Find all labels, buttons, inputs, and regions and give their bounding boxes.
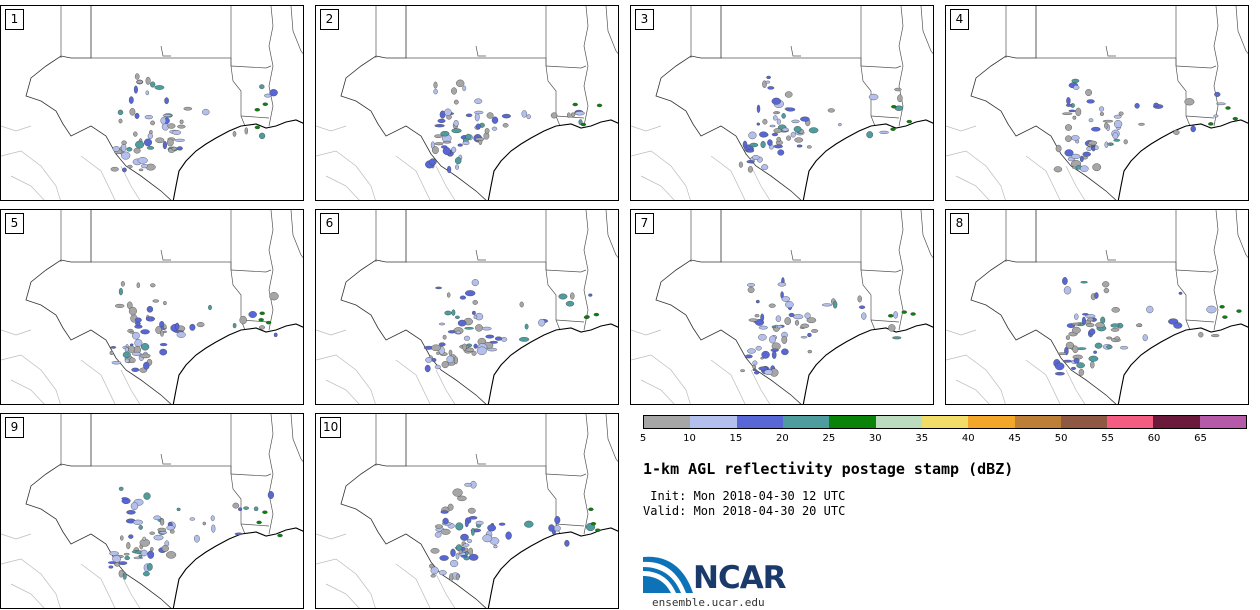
colorbar-tick-label: 45 — [1008, 433, 1022, 444]
colorbar-segment — [690, 416, 737, 428]
logo-text: NCAR — [693, 560, 787, 596]
colorbar-segment — [921, 416, 969, 428]
colorbar-segment — [1153, 416, 1200, 428]
map-icon — [1, 6, 303, 200]
map-icon — [316, 6, 618, 200]
map-icon — [1, 210, 303, 404]
map-icon — [946, 6, 1248, 200]
member-panel: 6 — [315, 209, 619, 405]
member-panel: 5 — [0, 209, 304, 405]
panel-number: 9 — [5, 417, 24, 438]
website-url[interactable]: ensemble.ucar.edu — [652, 596, 765, 609]
member-panel: 8 — [945, 209, 1249, 405]
colorbar-tick-label: 20 — [776, 433, 789, 444]
member-panel: 9 — [0, 413, 304, 609]
colorbar-tick-label: 5 — [639, 433, 647, 444]
panel-number: 4 — [950, 9, 969, 30]
colorbar-tick-labels: 5 10 15 20 25 30 35 40 45 50 55 60 65 — [639, 433, 1247, 447]
colorbar-segment — [782, 416, 830, 428]
map-icon — [631, 6, 933, 200]
colorbar-tick-label: 25 — [822, 433, 836, 444]
colorbar-segment — [968, 416, 1015, 428]
member-panel: 4 — [945, 5, 1249, 201]
map-icon — [316, 210, 618, 404]
panel-number: 3 — [635, 9, 654, 30]
init-time: Init: Mon 2018-04-30 12 UTC — [643, 489, 846, 503]
colorbar-tick-label: 30 — [868, 433, 882, 444]
map-icon — [316, 414, 618, 608]
colorbar-tick-label: 55 — [1101, 433, 1114, 444]
panel-number: 1 — [5, 9, 24, 30]
colorbar-segment — [736, 416, 783, 428]
panel-number: 10 — [320, 417, 342, 438]
colorbar-segment — [644, 416, 691, 428]
valid-time: Valid: Mon 2018-04-30 20 UTC — [643, 504, 846, 518]
member-panel: 7 — [630, 209, 934, 405]
colorbar-segment — [1060, 416, 1108, 428]
panel-number: 5 — [5, 213, 24, 234]
colorbar-tick-label: 10 — [683, 433, 696, 444]
colorbar-tick-label: 50 — [1054, 433, 1068, 444]
reflectivity-colorbar — [643, 415, 1247, 429]
colorbar-tick-label: 15 — [729, 433, 743, 444]
colorbar-segment — [829, 416, 876, 428]
map-icon — [631, 210, 933, 404]
map-icon — [946, 210, 1248, 404]
colorbar-tick-label: 65 — [1194, 433, 1207, 444]
panel-number: 6 — [320, 213, 339, 234]
colorbar-segment — [1107, 416, 1154, 428]
figure-title: 1-km AGL reflectivity postage stamp (dBZ… — [643, 460, 1014, 478]
colorbar-segment — [875, 416, 922, 428]
colorbar-tick-label: 60 — [1147, 433, 1161, 444]
panel-number: 2 — [320, 9, 339, 30]
colorbar-tick-label: 35 — [915, 433, 929, 444]
colorbar-tick-label: 40 — [961, 433, 975, 444]
panel-number: 7 — [635, 213, 654, 234]
panel-number: 8 — [950, 213, 969, 234]
ncar-logo-icon — [643, 556, 693, 593]
member-panel: 2 — [315, 5, 619, 201]
member-panel: 1 — [0, 5, 304, 201]
map-icon — [1, 414, 303, 608]
member-panel: 10 — [315, 413, 619, 609]
member-panel: 3 — [630, 5, 934, 201]
colorbar-segment — [1014, 416, 1061, 428]
colorbar-segment — [1199, 416, 1247, 428]
